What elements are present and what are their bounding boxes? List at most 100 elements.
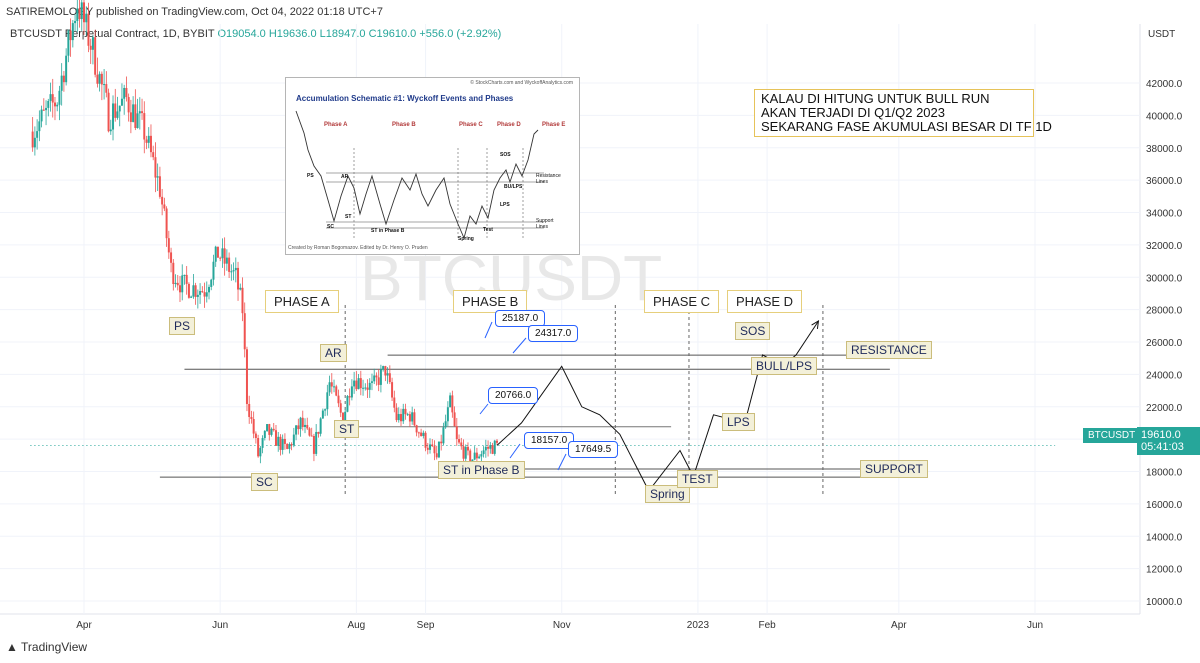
candle-body — [301, 417, 304, 427]
candle-body — [431, 444, 434, 447]
last-price: 19610.0 — [1141, 429, 1181, 441]
candle-body — [373, 375, 376, 382]
candle-body — [274, 430, 277, 446]
candle-body — [203, 292, 206, 297]
candle-body — [149, 135, 152, 153]
resistance-label[interactable]: RESISTANCE — [846, 341, 932, 359]
candle-body — [355, 380, 358, 390]
event-sos[interactable]: SOS — [735, 322, 771, 340]
close-value: C19610.0 — [368, 28, 417, 40]
candles — [31, 0, 498, 469]
candle-body — [437, 441, 440, 458]
candle-body — [330, 382, 333, 387]
candle-body — [386, 373, 389, 376]
candle-body — [156, 176, 159, 178]
candle-body — [279, 436, 282, 450]
phase-a-label[interactable]: PHASE A — [265, 290, 339, 313]
candle-body — [120, 98, 123, 106]
candle-body — [58, 90, 61, 105]
callout-20766[interactable]: 20766.0 — [488, 387, 539, 404]
candle-body — [400, 414, 402, 422]
event-ps[interactable]: PS — [169, 317, 196, 335]
event-bull-lps[interactable]: BULL/LPS — [751, 357, 818, 375]
candle-body — [417, 432, 420, 434]
candle-body — [161, 196, 164, 205]
candle-body — [163, 204, 166, 209]
callout-pointer — [512, 337, 527, 354]
event-st[interactable]: ST — [334, 420, 360, 438]
callout-24317[interactable]: 24317.0 — [528, 325, 579, 342]
candle-body — [98, 73, 101, 84]
event-ar[interactable]: AR — [320, 344, 347, 362]
phase-dividers — [344, 305, 824, 495]
callout-25187[interactable]: 25187.0 — [495, 310, 546, 327]
schematic-event-label: ST in Phase B — [371, 228, 405, 234]
candle-body — [422, 432, 425, 436]
candle-body — [36, 131, 39, 138]
candle-body — [147, 135, 150, 143]
candle-body — [415, 425, 418, 433]
candle-body — [47, 100, 50, 108]
y-tick-label: 26000.0 — [1146, 338, 1183, 349]
candle-body — [80, 2, 83, 20]
callout-17649[interactable]: 17649.5 — [568, 441, 619, 458]
phase-c-label[interactable]: PHASE C — [644, 290, 720, 313]
candle-body — [210, 279, 213, 287]
candle-body — [460, 442, 463, 447]
candle-body — [51, 94, 54, 103]
candle-body — [375, 375, 378, 378]
tradingview-footer[interactable]: ▲ TradingView — [6, 640, 87, 654]
x-tick-label: Aug — [347, 620, 365, 631]
event-spring[interactable]: Spring — [645, 485, 690, 503]
event-lps[interactable]: LPS — [722, 413, 755, 431]
callout-18157[interactable]: 18157.0 — [524, 432, 575, 449]
candle-body — [426, 447, 429, 450]
candle-body — [107, 92, 110, 132]
y-tick-label: 30000.0 — [1146, 273, 1183, 284]
candle-body — [114, 103, 117, 118]
event-test[interactable]: TEST — [677, 470, 718, 488]
candle-body — [91, 37, 94, 50]
candle-body — [103, 84, 106, 86]
phase-b-label[interactable]: PHASE B — [453, 290, 528, 313]
last-price-badge: 19610.0 05:41:03 — [1137, 427, 1200, 455]
phase-d-label[interactable]: PHASE D — [727, 290, 803, 313]
callout-pointer — [557, 453, 567, 471]
candle-body — [384, 366, 387, 376]
candle-body — [199, 291, 202, 295]
projection-path-line — [496, 320, 819, 492]
schematic-drawing — [295, 110, 544, 240]
candle-body — [228, 257, 231, 272]
candle-body — [442, 427, 445, 444]
candle-body — [304, 424, 307, 427]
symbol-name[interactable]: BTCUSDT Perpetual Contract, 1D, BYBIT — [10, 28, 215, 40]
y-tick-label: 12000.0 — [1146, 565, 1183, 576]
y-tick-label: 10000.0 — [1146, 597, 1183, 608]
candle-body — [194, 285, 197, 297]
candle-body — [250, 416, 253, 420]
support-label[interactable]: SUPPORT — [860, 460, 928, 478]
event-sc[interactable]: SC — [251, 473, 278, 491]
note-line: AKAN TERJADI DI Q1/Q2 2023 — [761, 105, 945, 120]
change-value: +556.0 (+2.92%) — [419, 28, 502, 40]
x-tick-label: Nov — [553, 620, 571, 631]
candle-body — [143, 113, 146, 140]
candle-body — [89, 45, 92, 50]
candle-body — [350, 386, 353, 398]
schematic-event-label: ST — [345, 214, 352, 220]
y-axis: 10000.012000.014000.016000.018000.020000… — [1146, 79, 1183, 608]
candle-body — [96, 74, 99, 84]
candle-body — [310, 435, 313, 437]
candle-body — [484, 446, 487, 451]
candle-body — [165, 208, 168, 239]
candle-body — [60, 75, 63, 91]
candle-body — [370, 381, 373, 383]
candle-body — [290, 444, 293, 446]
annotation-note[interactable]: KALAU DI HITUNG UNTUK BULL RUN AKAN TERJ… — [754, 89, 1052, 137]
candle-body — [40, 109, 43, 122]
x-tick-label: Sep — [417, 620, 435, 631]
candle-body — [129, 112, 132, 122]
candle-body — [83, 2, 85, 23]
candle-body — [67, 30, 70, 56]
event-st-phase-b[interactable]: ST in Phase B — [438, 461, 525, 479]
